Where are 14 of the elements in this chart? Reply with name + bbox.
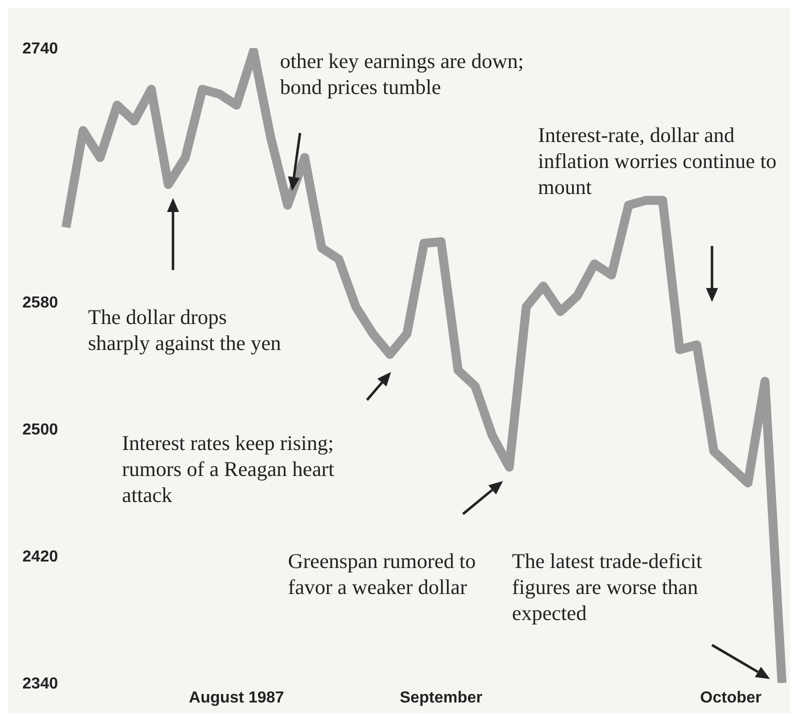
annotation: Greenspan rumored to favor a weaker dollar [288, 548, 477, 600]
x-tick-label: October [700, 689, 762, 706]
annotation: Interest-rate, dollar and inflation worries continue to mount [538, 122, 778, 200]
y-tick-label: 2420 [22, 548, 58, 566]
annotation: other key earnings are down; bond prices tumble [280, 48, 525, 100]
y-tick-label: 2500 [22, 422, 58, 439]
x-tick-label: September [400, 689, 482, 706]
y-tick-label: 2740 [22, 40, 58, 58]
annotation: Interest rates keep rising; rumors of a Reagan heart attack [122, 430, 336, 508]
y-tick-label: 2340 [22, 676, 58, 693]
x-tick-label: August 1987 [188, 689, 284, 706]
annotation: The latest trade-deficit figures are worse than expected [512, 548, 704, 626]
y-tick-label: 2580 [22, 294, 58, 312]
annotation: The dollar drops sharply against the yen [88, 304, 282, 356]
